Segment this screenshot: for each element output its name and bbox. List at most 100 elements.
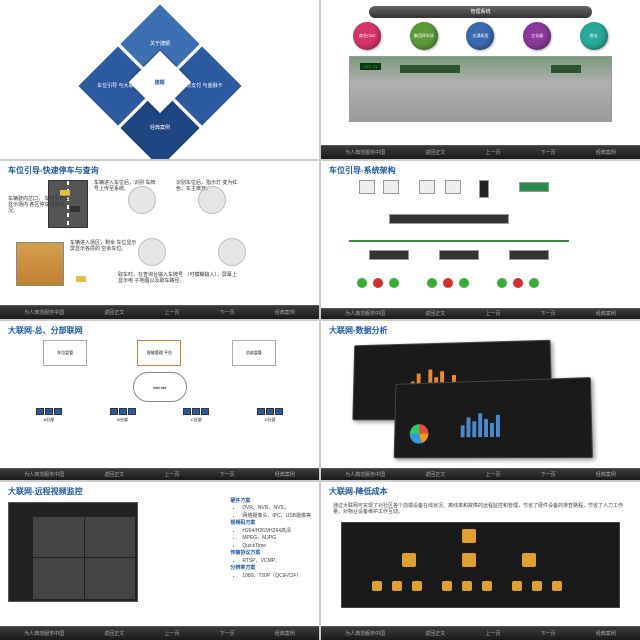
slide-title: 大联网-降低成本 [329,486,632,497]
arch-diagram [329,180,632,304]
nav-bar: 为人典范服务中国 返回正文 上一页 下一页 经典案例 [0,626,319,640]
node-icon [442,581,452,591]
step-text: 车辆进入场区，剩余 车位显示屏显示各层的 空余车位。 [70,240,138,252]
step-circle [218,238,246,266]
sensor-green-icon [497,278,507,288]
nav-item[interactable]: 上一页 [485,149,500,156]
sensor-red-icon [373,278,383,288]
branch-b: B分部 [95,408,151,423]
nav-item[interactable]: 为人典范服务中国 [24,630,64,637]
car-icon [76,276,86,282]
pie-chart-icon [410,424,429,444]
slide-8: 大联网-降低成本 通过大联网可实现了对社区各个前端设备在线状况、离线率和故障的远… [321,482,640,640]
nav-bar: 为人典范服务中国 返回正文 上一页 下一页 经典案例 [321,308,640,320]
node-icon [462,581,472,591]
nav-item[interactable]: 上一页 [164,630,179,637]
description-text: 通过大联网可实现了对社区各个前端设备在线状况、离线率和故障的远程监控和管理，节省… [329,501,632,518]
circle-property[interactable]: 物业 [580,22,608,50]
nav-bar: 为人典范服务中国 返回正文 上一页 下一页 经典案例 [0,468,319,480]
circle-row: 商业CBD 集团停车场 交通枢纽 企业级 物业 [329,20,632,52]
hub-icon [369,250,409,260]
slide-title: 大联网-数据分析 [329,325,632,336]
nav-bar: 为人典范服务中国 返回正文 上一页 下一页 经典案例 [321,468,640,480]
flow-diagram: 车辆进入车位后，识别 车牌号上传至系统。 识别车位后，指示灯 变为红色，车主离开… [8,180,311,300]
sensor-green-icon [427,278,437,288]
nav-item[interactable]: 经典案例 [275,471,295,478]
nav-item[interactable]: 上一页 [485,630,500,637]
platform-box: 总部监管 [232,340,276,366]
step-text: 车辆进入车位后，识别 车牌号上传至系统。 [94,180,158,192]
nav-item[interactable]: 返回正文 [104,630,124,637]
nav-item[interactable]: 下一页 [541,149,556,156]
platform-box: 智能管理 平台 [137,340,181,366]
node-icon [552,581,562,591]
nav-item[interactable]: 下一页 [220,309,235,316]
hub-icon [439,250,479,260]
cloud-icon: Internet [133,372,187,402]
nav-bar: 为人典范服务中国 返回正文 上一页 下一页 经典案例 [321,145,640,159]
node-icon [372,581,382,591]
nav-item[interactable]: 经典案例 [596,310,616,317]
nav-item[interactable]: 为人典范服务中国 [24,309,64,316]
circle-group[interactable]: 集团停车场 [410,22,438,50]
circle-enterprise[interactable]: 企业级 [523,22,551,50]
sensor-green-icon [529,278,539,288]
nav-item[interactable]: 返回正文 [425,149,445,156]
nav-item[interactable]: 下一页 [541,471,556,478]
nav-bar: 为人典范服务中国 返回正文 上一页 下一页 经典案例 [0,305,319,319]
circle-cbd[interactable]: 商业CBD [353,22,381,50]
nav-item[interactable]: 经典案例 [596,630,616,637]
nav-item[interactable]: 为人典范服务中国 [345,630,385,637]
nav-item[interactable]: 返回正文 [104,309,124,316]
sensor-green-icon [459,278,469,288]
nav-item[interactable]: 返回正文 [104,471,124,478]
slide-title: 车位引导-快速停车与查询 [8,165,311,176]
nav-item[interactable]: 上一页 [164,309,179,316]
nav-item[interactable]: 经典案例 [275,309,295,316]
server-icon [383,180,399,194]
nav-item[interactable]: 返回正文 [425,630,445,637]
nav-item[interactable]: 为人典范服务中国 [345,149,385,156]
nav-item[interactable]: 下一页 [541,630,556,637]
nav-item[interactable]: 经典案例 [275,630,295,637]
sensor-red-icon [513,278,523,288]
nav-bar: 为人典范服务中国 返回正文 上一页 下一页 经典案例 [321,626,640,640]
nav-item[interactable]: 上一页 [164,471,179,478]
nav-item[interactable]: 上一页 [485,310,500,317]
branch-a: A分部 [21,408,77,423]
building-icon [16,242,64,286]
nav-item[interactable]: 返回正文 [425,471,445,478]
circle-transit[interactable]: 交通枢纽 [466,22,494,50]
sensor-green-icon [357,278,367,288]
nav-item[interactable]: 下一页 [220,630,235,637]
slide-title: 大联网-总、分部联网 [8,325,311,336]
nav-item[interactable]: 为人典范服务中国 [345,471,385,478]
slide-title: 车位引导-系统架构 [329,165,632,176]
nav-item[interactable]: 上一页 [485,471,500,478]
nav-item[interactable]: 下一页 [220,471,235,478]
node-icon [532,581,542,591]
server-icon [359,180,375,194]
nav-item[interactable]: 为人典范服务中国 [345,310,385,317]
nav-item[interactable]: 为人典范服务中国 [24,471,64,478]
slide-6: 大联网-数据分析 为人典范服务中国 返回正文 上一页 下一页 经典案例 [321,321,640,480]
dashboards [329,340,632,464]
nav-item[interactable]: 经典案例 [596,471,616,478]
server-icon [445,180,461,194]
slide-5: 大联网-总、分部联网 车位监管 智能管理 平台 总部监管 Internet A分… [0,321,319,480]
slide-title: 大联网-远程视频监控 [8,486,311,497]
node-icon [512,581,522,591]
slide-1: 关于捷顺 移动支付 与金融卡 车位引导 与大联网 经典案例 捷顺 为人典范服务中… [0,0,319,159]
nav-item[interactable]: 经典案例 [596,149,616,156]
nav-item[interactable]: 下一页 [541,310,556,317]
node-icon [462,529,476,543]
platform-box: 车位监管 [43,340,87,366]
topology-panel [341,522,620,608]
slide-7: 大联网-远程视频监控 硬件方案DVR、NVR、NVS；网络摄像头、IPC、USB… [0,482,319,640]
step-circle [138,238,166,266]
led-sign-icon [519,182,549,192]
nav-item[interactable]: 返回正文 [425,310,445,317]
slide-3: 车位引导-快速停车与查询 车辆进入车位后，识别 车牌号上传至系统。 识别车位后，… [0,161,319,320]
branch-c: C分部 [168,408,224,423]
hub-icon [509,250,549,260]
